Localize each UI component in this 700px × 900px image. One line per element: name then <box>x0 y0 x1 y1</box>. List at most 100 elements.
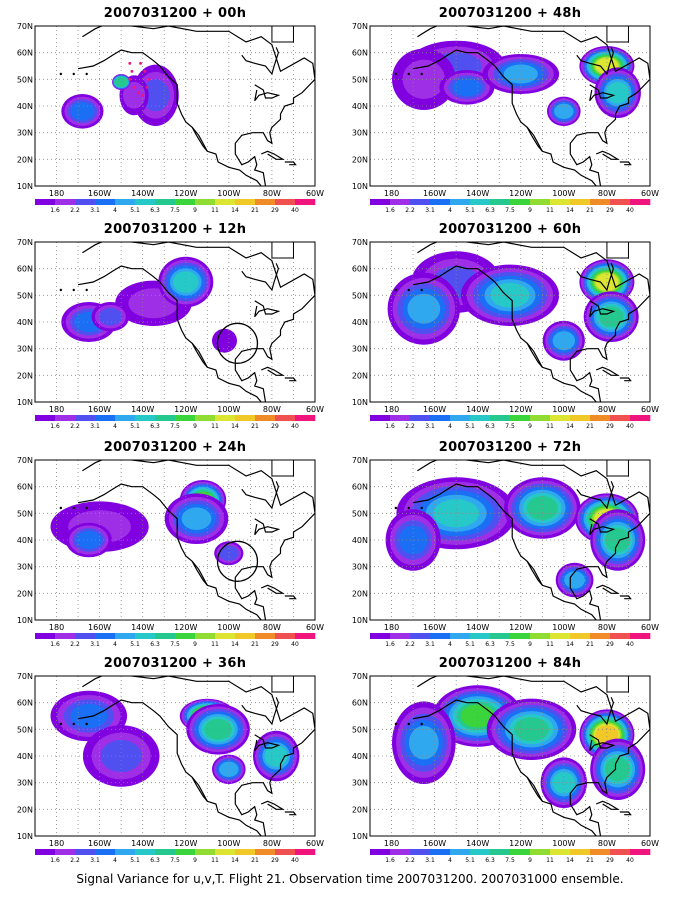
legend-swatch <box>135 849 156 855</box>
legend-swatch <box>430 199 451 205</box>
lon-tick-label: 140W <box>131 623 154 632</box>
legend-swatch <box>255 849 276 855</box>
legend-label: 14 <box>566 423 574 430</box>
legend-swatch <box>410 415 431 421</box>
legend-label: 6.3 <box>150 423 160 430</box>
aleutian-island <box>59 288 63 292</box>
lat-tick-label: 30N <box>352 129 368 138</box>
legend-swatch <box>610 199 631 205</box>
legend-swatch <box>175 849 196 855</box>
legend-label: 11 <box>546 207 554 214</box>
coastline-east <box>417 26 650 186</box>
coastline-east <box>417 242 650 402</box>
contour-fill-level-6 <box>514 717 549 742</box>
aleutian-island <box>85 506 88 510</box>
panel-3: 2007031200 + 12h 70N 60N 50N 40N 30N 20N 10N 18… <box>15 222 335 432</box>
lat-tick-label: 30N <box>352 345 368 354</box>
legend-swatch <box>590 415 611 421</box>
legend-swatch <box>550 633 571 639</box>
legend-label: 4 <box>448 641 452 648</box>
legend-label: 9 <box>528 207 532 214</box>
lat-tick-label: 60N <box>352 49 368 58</box>
lat-tick-label: 30N <box>352 779 368 788</box>
lat-tick-label: 20N <box>352 589 368 598</box>
legend-label: 4 <box>448 207 452 214</box>
lat-tick-label: 10N <box>352 832 368 841</box>
legend-swatch <box>410 633 431 639</box>
legend-swatch <box>430 633 451 639</box>
lon-tick-label: 80W <box>263 189 281 198</box>
legend-swatch <box>195 415 216 421</box>
legend-label: 6.3 <box>485 423 495 430</box>
legend-label: 14 <box>566 857 574 864</box>
lat-tick-label: 10N <box>352 398 368 407</box>
arctic-island <box>228 242 247 243</box>
aleutian-island <box>407 506 410 510</box>
legend-label: 4 <box>113 207 117 214</box>
legend-label: 29 <box>271 423 279 430</box>
legend-label: 9 <box>528 641 532 648</box>
legend-label: 3.1 <box>425 207 435 214</box>
grid <box>35 26 315 186</box>
legend-swatch <box>450 849 471 855</box>
legend-label: 3.1 <box>90 423 100 430</box>
grid <box>35 460 315 620</box>
legend-label: 5.1 <box>465 207 475 214</box>
flight-track-point <box>128 77 132 81</box>
legend-swatch <box>610 415 631 421</box>
contour-fill-level-3 <box>76 530 102 550</box>
contour-fill-level-3 <box>70 102 95 121</box>
coastline-great-lakes <box>589 300 616 318</box>
legend-label: 3.1 <box>425 857 435 864</box>
aleutian-island <box>59 72 63 76</box>
legend-swatch <box>75 415 96 421</box>
contour-fill-level-6 <box>598 306 624 327</box>
coastline-baja <box>526 561 543 586</box>
legend-swatch <box>470 415 491 421</box>
legend-label: 29 <box>606 857 614 864</box>
lon-tick-label: 160W <box>88 189 111 198</box>
legend-label: 11 <box>211 207 219 214</box>
legend-swatch <box>95 199 116 205</box>
legend-swatch <box>590 849 611 855</box>
aleutian-island <box>407 72 410 76</box>
coastline-hudson-bay <box>241 697 280 726</box>
lon-tick-label: 120W <box>174 839 197 848</box>
arctic-island <box>623 460 638 461</box>
coastline-baja <box>526 127 543 152</box>
flight-track-point <box>141 93 145 97</box>
map-frame <box>34 25 316 187</box>
legend-swatch <box>570 199 591 205</box>
legend-swatch <box>135 633 156 639</box>
legend-label: 2.2 <box>70 641 80 648</box>
lon-tick-label: 180 <box>49 623 64 632</box>
legend-label: 11 <box>211 641 219 648</box>
legend-swatch <box>215 415 236 421</box>
lat-tick-label: 30N <box>17 129 33 138</box>
island-cuba <box>595 800 620 810</box>
legend-swatch <box>215 199 236 205</box>
island-hispaniola <box>284 161 297 166</box>
arctic-island <box>563 26 582 27</box>
lon-tick-label: 180 <box>49 405 64 414</box>
lon-tick-label: 100W <box>552 189 575 198</box>
legend-swatch <box>195 633 216 639</box>
coastline-great-lakes <box>589 84 616 102</box>
legend-swatch <box>235 849 256 855</box>
contour-fill-level-4 <box>408 725 439 760</box>
island-cuba <box>595 150 620 160</box>
legend-swatch <box>195 849 216 855</box>
variance-map: 70N 60N 50N 40N 30N 20N 10N 180 160W 140W 120W 100W… <box>352 22 659 214</box>
legend-label: 3.1 <box>90 207 100 214</box>
aleutian-island <box>59 722 63 726</box>
aleutian-island <box>420 506 423 510</box>
legend-swatch <box>95 633 116 639</box>
grid <box>370 26 650 186</box>
panel-1: 2007031200 + 00h 70N 60N 50N 40N 30N 20N 10N 18… <box>15 6 335 216</box>
coastline-west <box>77 49 262 186</box>
legend-swatch <box>530 849 551 855</box>
lat-tick-label: 50N <box>352 509 368 518</box>
contour-fill-level-5 <box>433 499 480 528</box>
lon-tick-label: 100W <box>217 189 240 198</box>
legend-swatch <box>370 415 391 421</box>
